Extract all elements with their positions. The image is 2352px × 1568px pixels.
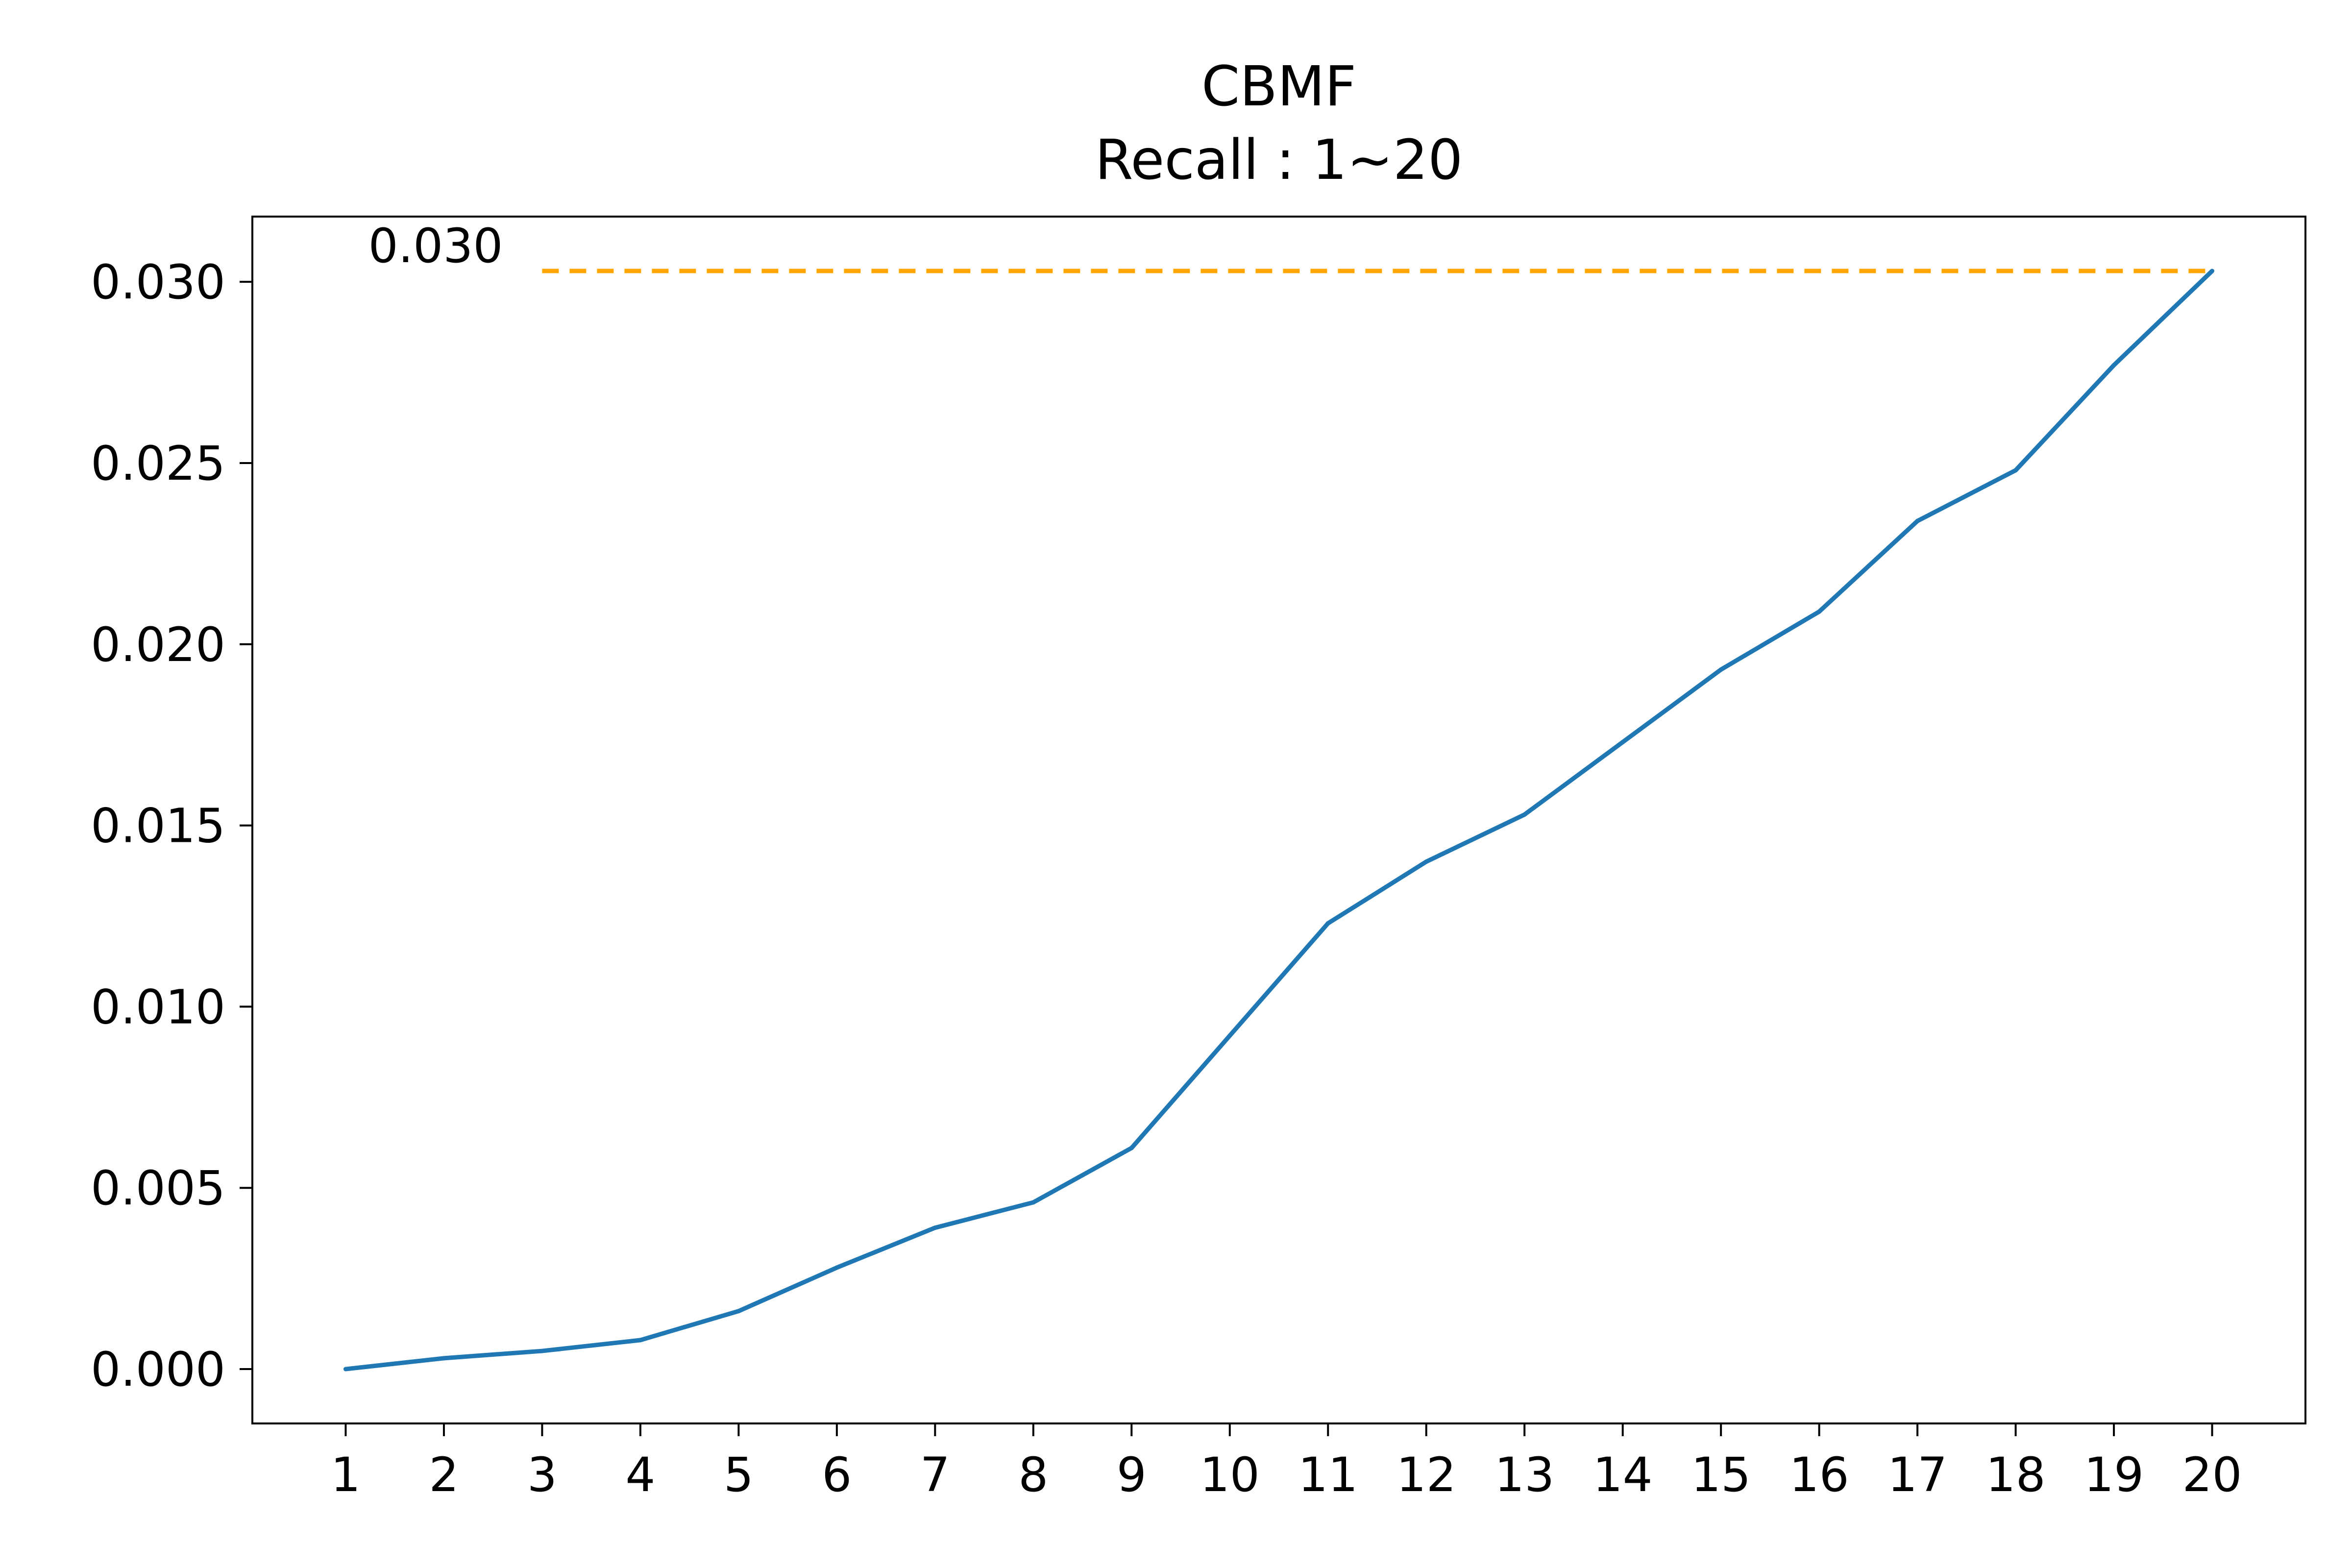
chart-title: CBMF bbox=[1201, 55, 1356, 119]
x-tick-label: 12 bbox=[1396, 1447, 1456, 1502]
x-tick-label: 5 bbox=[724, 1447, 754, 1502]
data-point bbox=[1522, 812, 1527, 817]
data-point bbox=[1031, 1200, 1036, 1205]
data-point bbox=[1424, 859, 1429, 864]
data-point bbox=[1620, 739, 1625, 744]
series-line bbox=[345, 269, 2214, 1372]
x-tick-label: 17 bbox=[1887, 1447, 1947, 1502]
x-tick-label: 15 bbox=[1691, 1447, 1751, 1502]
y-tick-label: 0.005 bbox=[91, 1161, 225, 1216]
x-tick-label: 7 bbox=[920, 1447, 950, 1502]
x-tick-label: 9 bbox=[1117, 1447, 1147, 1502]
x-tick-label: 1 bbox=[331, 1447, 361, 1502]
data-point bbox=[1817, 609, 1822, 614]
data-point bbox=[834, 1265, 839, 1270]
chart-subtitle: Recall : 1~20 bbox=[1095, 128, 1463, 192]
y-tick-label: 0.030 bbox=[91, 255, 225, 310]
y-tick-label: 0.000 bbox=[91, 1342, 225, 1397]
data-point bbox=[2111, 363, 2116, 368]
data-point bbox=[1915, 518, 1920, 523]
data-point bbox=[441, 1356, 446, 1361]
x-tick-label: 14 bbox=[1593, 1447, 1653, 1502]
data-point bbox=[1227, 1033, 1232, 1038]
x-tick-label: 10 bbox=[1200, 1447, 1260, 1502]
data-point bbox=[2013, 468, 2018, 473]
y-tick-label: 0.010 bbox=[91, 980, 225, 1034]
plot-area: 1 2 3 4 5 6 7 8 9 10 11 12 13 14 15 16 17 18 19 200.0000.00… bbox=[91, 216, 2306, 1502]
data-point bbox=[539, 1348, 544, 1353]
x-tick-label: 11 bbox=[1298, 1447, 1358, 1502]
x-tick-label: 19 bbox=[2084, 1447, 2144, 1502]
x-tick-label: 16 bbox=[1789, 1447, 1849, 1502]
data-point bbox=[736, 1309, 741, 1314]
y-tick-label: 0.025 bbox=[91, 436, 225, 491]
y-tick-label: 0.020 bbox=[91, 617, 225, 672]
data-point bbox=[343, 1367, 348, 1372]
x-tick-label: 3 bbox=[527, 1447, 557, 1502]
data-point bbox=[1718, 667, 1723, 672]
x-tick-label: 2 bbox=[429, 1447, 459, 1502]
x-tick-label: 20 bbox=[2182, 1447, 2242, 1502]
x-tick-label: 8 bbox=[1018, 1447, 1048, 1502]
x-tick-label: 13 bbox=[1494, 1447, 1554, 1502]
y-tick-label: 0.015 bbox=[91, 799, 225, 854]
reference-value-label: 0.030 bbox=[368, 219, 503, 273]
data-point bbox=[932, 1225, 937, 1230]
x-tick-label: 6 bbox=[822, 1447, 852, 1502]
data-point bbox=[1325, 921, 1330, 926]
data-point bbox=[1129, 1146, 1134, 1151]
x-tick-label: 18 bbox=[1986, 1447, 2046, 1502]
data-point bbox=[638, 1338, 643, 1343]
axes-frame bbox=[251, 216, 2306, 1424]
x-tick-label: 4 bbox=[625, 1447, 655, 1502]
data-point bbox=[2210, 269, 2215, 273]
